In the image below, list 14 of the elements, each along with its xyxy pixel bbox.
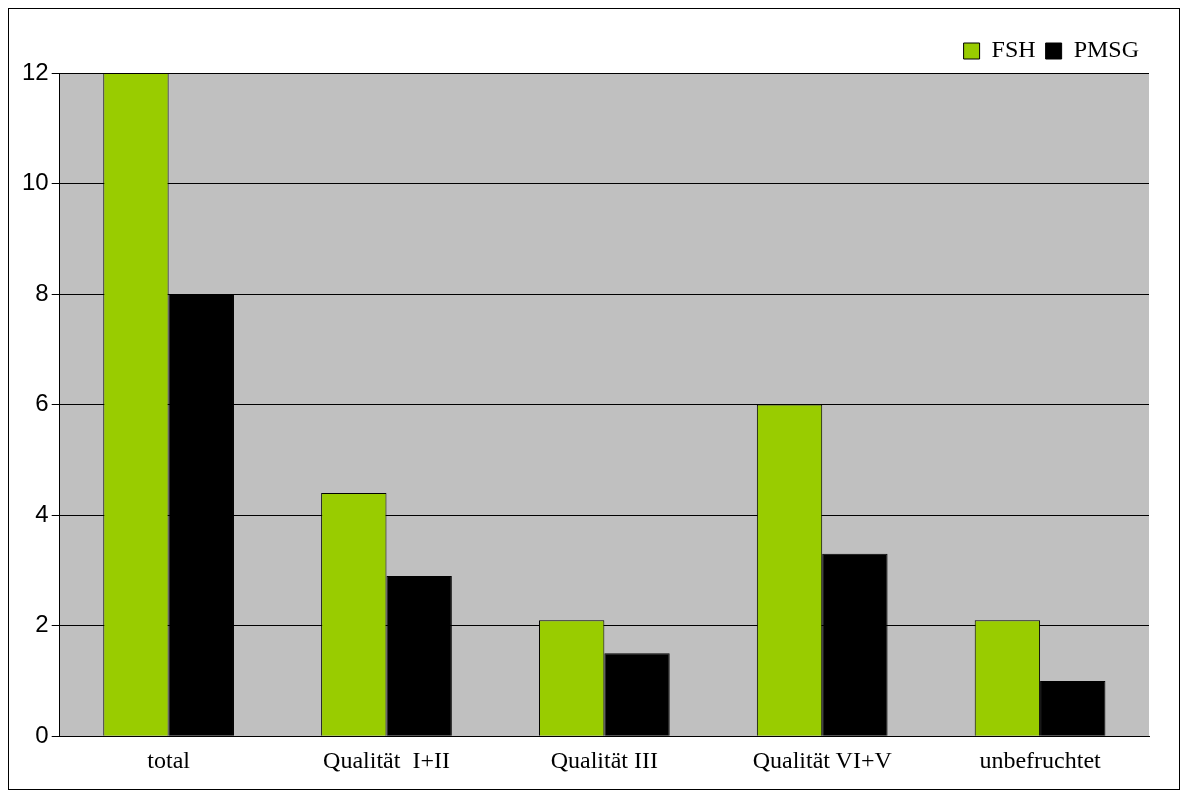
x-tick-label: Qualität III bbox=[550, 746, 658, 773]
x-tick-label: Qualität I+II bbox=[323, 746, 450, 773]
legend-label: FSH bbox=[991, 36, 1036, 63]
y-tick-label: 8 bbox=[35, 278, 49, 306]
y-tick-label: 2 bbox=[35, 610, 49, 638]
x-tick-label: total bbox=[147, 746, 191, 773]
y-tick-label: 4 bbox=[35, 499, 49, 527]
x-tick-label: unbefruchtet bbox=[979, 746, 1102, 773]
y-tick-label: 12 bbox=[21, 57, 49, 85]
x-tick-label: Qualität VI+V bbox=[752, 746, 893, 773]
y-tick-label: 10 bbox=[21, 168, 49, 196]
legend-label: PMSG bbox=[1073, 36, 1140, 63]
y-tick-label: 0 bbox=[35, 720, 49, 748]
y-tick-label: 6 bbox=[35, 389, 49, 417]
